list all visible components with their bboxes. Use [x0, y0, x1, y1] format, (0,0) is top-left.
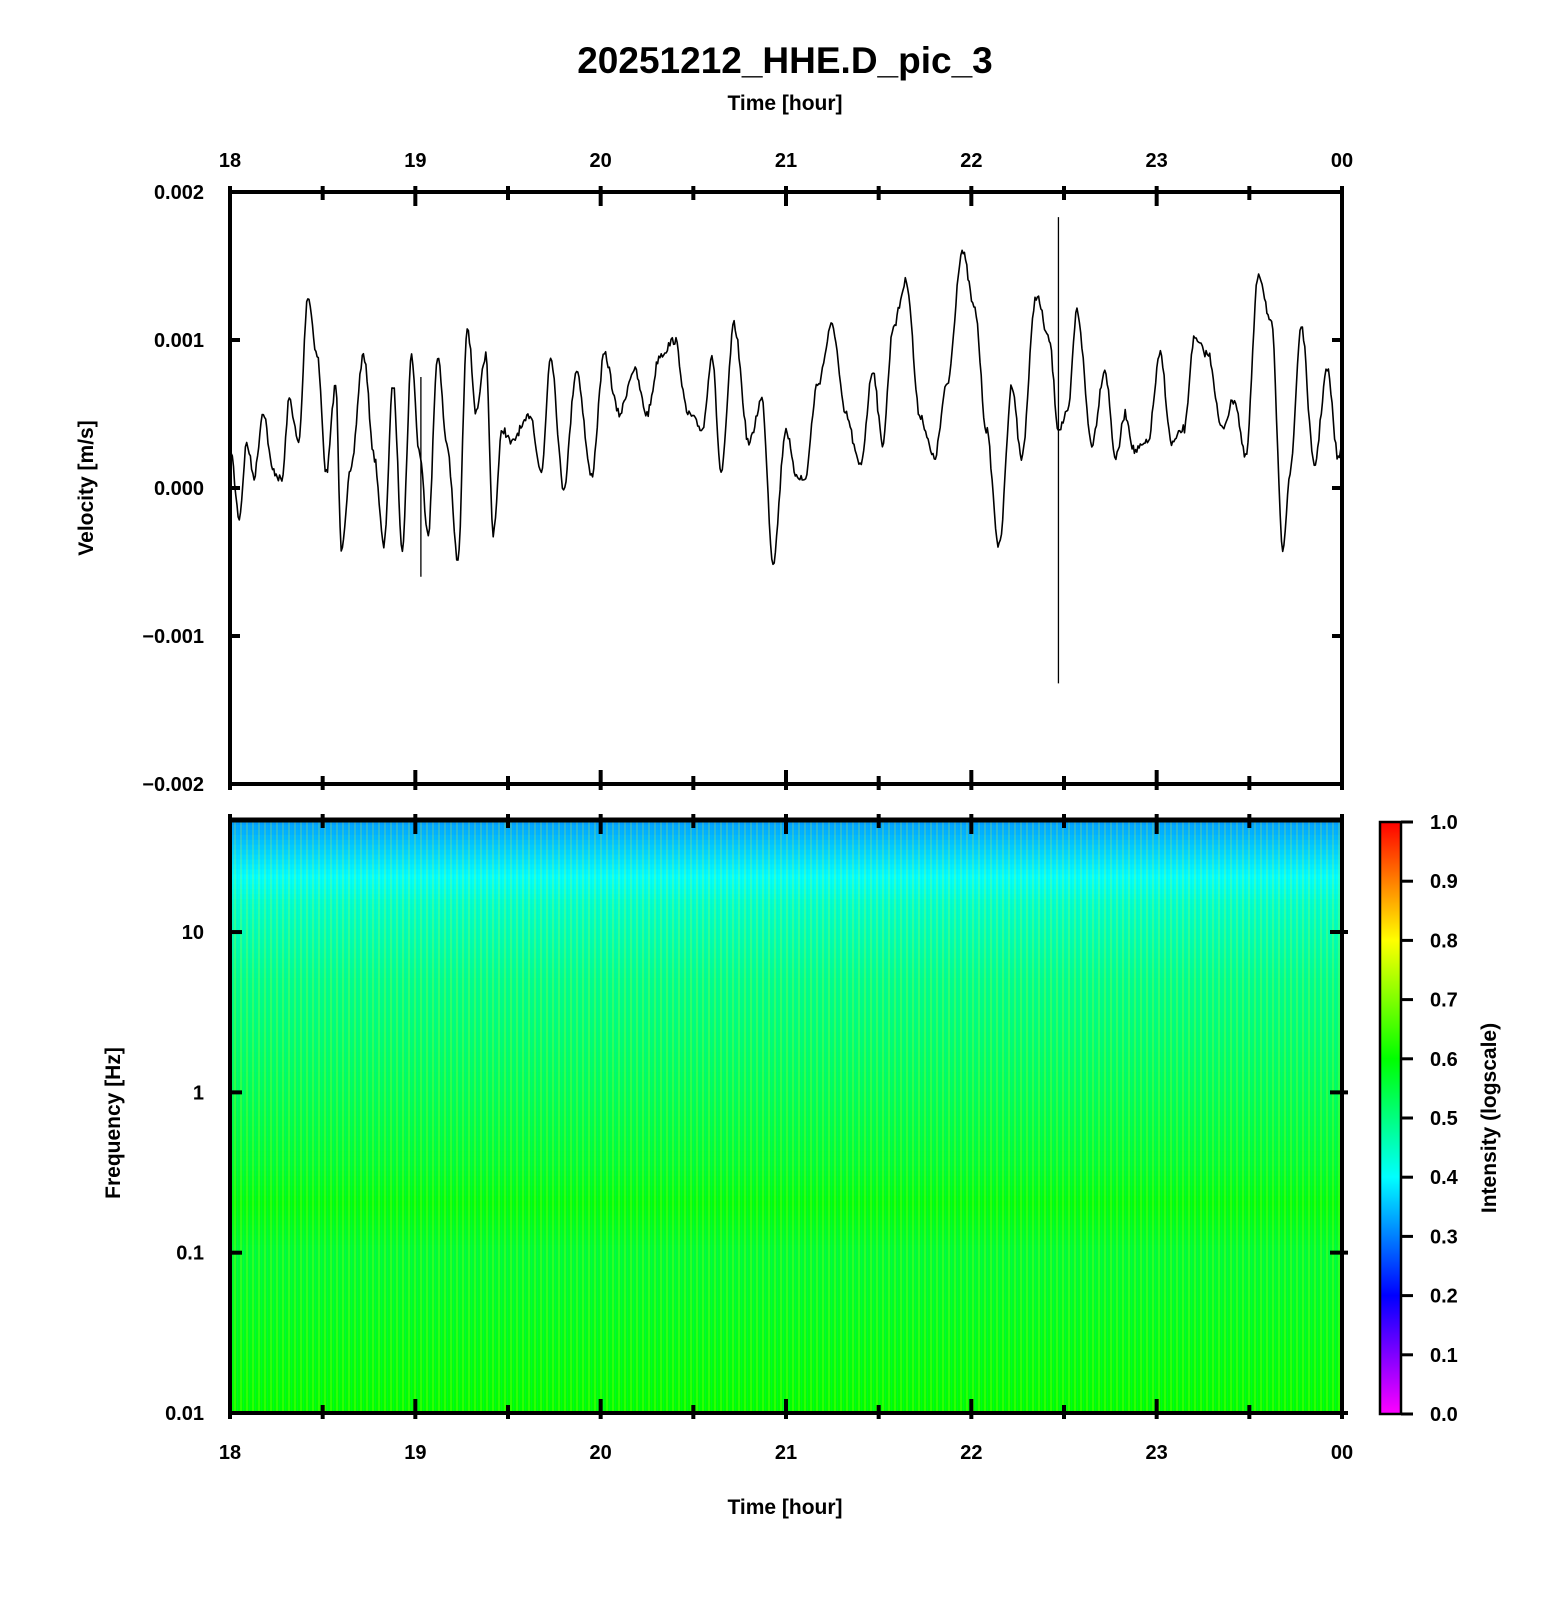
velocity-panel: 0.002 0.001 0.000 −0.001 −0.002 18 19 20 21 22 23… [142, 150, 1353, 796]
velocity-y-axis-label: Velocity [m/s] [75, 420, 98, 555]
spectrogram-column-texture [230, 820, 1342, 1413]
colorbar-tick-label: 0.3 [1430, 1226, 1458, 1248]
velocity-y-tick-label: −0.001 [142, 626, 204, 648]
velocity-y-tick-label: 0.001 [154, 330, 204, 352]
velocity-y-tick-label: −0.002 [142, 774, 204, 796]
colorbar: 1.0 0.9 0.8 0.7 0.6 0.5 0.4 0.3 0.2 0.1 0.0 [1378, 812, 1459, 1426]
colorbar-label: Intensity (logscale) [1478, 1023, 1501, 1213]
velocity-spikes [420, 217, 1060, 684]
velocity-x-tick-label: 18 [219, 150, 241, 172]
spectrogram-x-tick-label: 19 [404, 1442, 426, 1464]
colorbar-tick-label: 0.0 [1430, 1404, 1458, 1426]
top-x-axis-label: Time [hour] [727, 92, 842, 115]
velocity-x-tick-label: 22 [960, 150, 982, 172]
colorbar-tick-label: 0.5 [1430, 1108, 1458, 1130]
frequency-y-tick-label: 10 [182, 922, 204, 944]
colorbar-tick-label: 0.2 [1430, 1286, 1458, 1308]
spectrogram-x-tick-label: 21 [775, 1442, 797, 1464]
velocity-x-tick-label: 00 [1331, 150, 1353, 172]
velocity-y-tick-label: 0.002 [154, 182, 204, 204]
spectrogram-x-tick-label: 23 [1146, 1442, 1168, 1464]
velocity-x-tick-label: 19 [404, 150, 426, 172]
frequency-y-tick-label: 0.01 [165, 1403, 204, 1425]
velocity-x-tick-label: 20 [590, 150, 612, 172]
velocity-y-tick-label: 0.000 [154, 478, 204, 500]
colorbar-tick-label: 0.6 [1430, 1049, 1458, 1071]
frequency-y-axis-label: Frequency [Hz] [102, 1047, 125, 1199]
spectrogram-x-tick-label: 00 [1331, 1442, 1353, 1464]
colorbar-gradient [1378, 820, 1403, 1416]
frequency-y-tick-label: 0.1 [176, 1243, 204, 1265]
velocity-plot-frame [228, 190, 1344, 786]
colorbar-tick-label: 0.9 [1430, 871, 1458, 893]
chart-title: 20251212_HHE.D_pic_3 [577, 40, 993, 81]
velocity-x-tick-label: 21 [775, 150, 797, 172]
colorbar-tick-label: 0.7 [1430, 990, 1458, 1012]
velocity-series-line [229, 249, 1343, 566]
velocity-y-ticks: 0.002 0.001 0.000 −0.001 −0.002 [142, 182, 1342, 796]
bottom-x-axis-label: Time [hour] [727, 1496, 842, 1519]
colorbar-tick-label: 0.4 [1430, 1167, 1459, 1189]
spectrogram-panel: 10 1 0.1 0.01 18 19 20 21 22 23 00 [165, 814, 1353, 1464]
colorbar-ticks: 1.0 0.9 0.8 0.7 0.6 0.5 0.4 0.3 0.2 0.1 0.0 [1401, 812, 1459, 1426]
colorbar-tick-label: 0.8 [1430, 930, 1458, 952]
spectrogram-x-tick-label: 22 [960, 1442, 982, 1464]
colorbar-tick-label: 0.1 [1430, 1345, 1458, 1367]
spectrogram-x-tick-label: 20 [590, 1442, 612, 1464]
spectrogram-x-tick-label: 18 [219, 1442, 241, 1464]
colorbar-tick-label: 1.0 [1430, 812, 1458, 834]
velocity-x-tick-label: 23 [1146, 150, 1168, 172]
frequency-y-tick-label: 1 [193, 1082, 204, 1104]
frequency-y-ticks: 10 1 0.1 0.01 [165, 922, 1348, 1425]
velocity-plot-area [230, 192, 1342, 784]
